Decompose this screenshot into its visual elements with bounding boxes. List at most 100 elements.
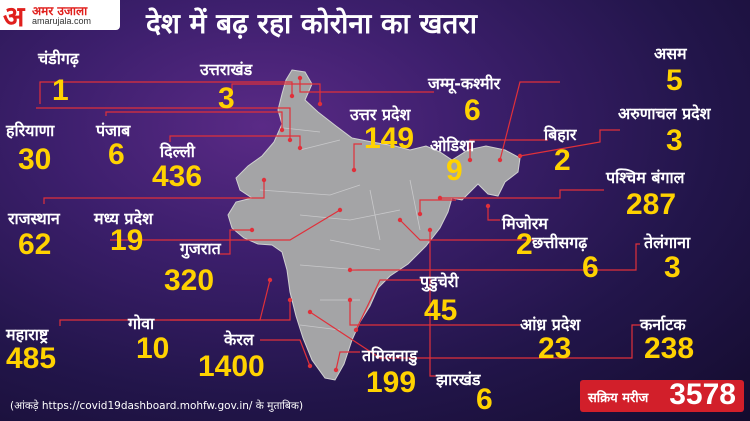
source-note: (आंकड़े https://covid19dashboard.mohfw.g… (10, 400, 304, 412)
label-karnataka: कर्नाटक (640, 315, 686, 334)
leader-line-telangana (350, 243, 640, 271)
label-assam: असम (654, 44, 687, 63)
leader-line-jharkhand (429, 230, 436, 377)
label-uttar-pradesh: उत्तर प्रदेश (350, 105, 411, 124)
leader-dot-uttarakhand (317, 101, 323, 107)
value-assam: 5 (666, 64, 683, 97)
leader-dot-karnataka (307, 309, 313, 315)
label-punjab: पंजाब (96, 121, 131, 140)
logo-hindi-name: अमर उजाला (32, 4, 88, 18)
label-tamil-nadu: तमिलनाडु (362, 346, 418, 365)
leader-line-odisha (419, 199, 456, 214)
leader-line-assam (499, 81, 560, 161)
value-maharashtra: 485 (6, 342, 57, 375)
leader-dot-jharkhand (427, 227, 433, 233)
leader-dot-haryana (287, 137, 293, 143)
label-chhattisgarh: छत्तीसगढ़ (532, 233, 588, 252)
leader-line-jammu-kashmir (299, 78, 434, 93)
leader-line-uttar-pradesh (353, 143, 362, 170)
value-tamil-nadu: 199 (366, 366, 417, 399)
value-mizoram: 2 (516, 228, 533, 261)
label-jammu-kashmir: जम्मू-कश्मीर (428, 74, 501, 93)
leader-line-chhattisgarh (399, 219, 534, 241)
leader-line-gujarat (220, 229, 252, 255)
value-chhattisgarh: 6 (582, 251, 599, 284)
label-telangana: तेलंगाना (644, 233, 691, 252)
label-kerala: केरल (224, 330, 254, 349)
leader-dot-punjab (279, 127, 285, 133)
leader-dot-uttar-pradesh (351, 167, 357, 173)
value-uttarakhand: 3 (218, 82, 235, 115)
logo-mark: अ (3, 0, 25, 33)
value-bihar: 2 (554, 144, 571, 177)
active-cases-label: सक्रिय मरीज (588, 391, 649, 406)
leader-dot-kerala (307, 363, 313, 369)
leader-dot-telangana (347, 267, 353, 273)
leader-line-karnataka (309, 311, 640, 359)
label-uttarakhand: उत्तराखंड (200, 60, 253, 79)
leader-dot-mizoram (485, 203, 491, 209)
leader-line-maharashtra (59, 279, 271, 326)
leader-line-rajasthan (43, 180, 265, 204)
leader-dot-rajasthan (261, 177, 267, 183)
leader-line-arunachal-pradesh (519, 129, 620, 157)
leader-line-chandigarh (39, 81, 293, 104)
label-goa: गोवा (128, 314, 155, 333)
leader-dot-west-bengal (437, 195, 443, 201)
leader-line-bihar (469, 139, 548, 160)
leader-dot-gujarat (249, 227, 255, 233)
leader-dot-andhra-pradesh (347, 297, 353, 303)
leader-dot-chhattisgarh (397, 217, 403, 223)
label-west-bengal: पश्चिम बंगाल (606, 168, 685, 187)
leader-dot-bihar (467, 157, 473, 163)
value-rajasthan: 62 (18, 228, 52, 261)
label-chandigarh: चंडीगढ़ (38, 49, 79, 68)
leader-dot-delhi (297, 145, 303, 151)
value-jammu-kashmir: 6 (464, 94, 481, 127)
state-borders (259, 127, 421, 331)
label-rajasthan: राजस्थान (8, 209, 60, 228)
leader-line-delhi (169, 135, 301, 148)
leader-dot-jammu-kashmir (297, 75, 303, 81)
leader-line-kerala (260, 339, 311, 367)
label-maharashtra: महाराष्ट्र (6, 325, 49, 344)
leader-line-punjab (105, 111, 283, 130)
value-kerala: 1400 (198, 350, 265, 383)
value-jharkhand: 6 (476, 383, 493, 416)
value-punjab: 6 (108, 138, 125, 171)
leader-line-andhra-pradesh (349, 300, 520, 326)
label-madhya-pradesh: मध्य प्रदेश (94, 209, 153, 228)
value-karnataka: 238 (644, 332, 695, 365)
value-gujarat: 320 (164, 264, 215, 297)
label-puducherry: पुडुचेरी (420, 272, 459, 291)
active-cases-box: सक्रिय मरीज 3578 (580, 378, 744, 412)
leader-dot-puducherry (353, 327, 359, 333)
leader-line-haryana (36, 107, 291, 140)
amar-ujala-logo: अ अमर उजाला amarujala.com (0, 0, 120, 33)
value-uttar-pradesh: 149 (364, 122, 415, 155)
leader-dot-chandigarh (289, 93, 295, 99)
leader-dot-tamil-nadu (333, 367, 339, 373)
leader-dot-assam (497, 157, 503, 163)
leader-line-mizoram (487, 206, 500, 221)
page-title: देश में बढ़ रहा कोरोना का खतरा (146, 7, 478, 40)
value-haryana: 30 (18, 143, 52, 176)
value-delhi: 436 (152, 160, 203, 193)
value-odisha: 9 (446, 154, 463, 187)
leader-line-madhya-pradesh (110, 209, 341, 241)
label-gujarat: गुजरात (180, 239, 221, 258)
label-delhi: दिल्ली (160, 142, 195, 161)
leader-dot-madhya-pradesh (337, 207, 343, 213)
leader-dot-odisha (417, 211, 423, 217)
label-mizoram: मिजोरम (502, 214, 548, 233)
label-haryana: हरियाणा (6, 121, 55, 140)
value-andhra-pradesh: 23 (538, 332, 572, 365)
leader-dot-maharashtra (267, 277, 273, 283)
value-chandigarh: 1 (52, 74, 69, 107)
leader-line-uttarakhand (231, 83, 321, 104)
label-arunachal-pradesh: अरुणाचल प्रदेश (618, 104, 711, 123)
value-arunachal-pradesh: 3 (666, 124, 683, 157)
active-cases-value: 3578 (669, 378, 736, 411)
leader-dot-arunachal-pradesh (517, 153, 523, 159)
